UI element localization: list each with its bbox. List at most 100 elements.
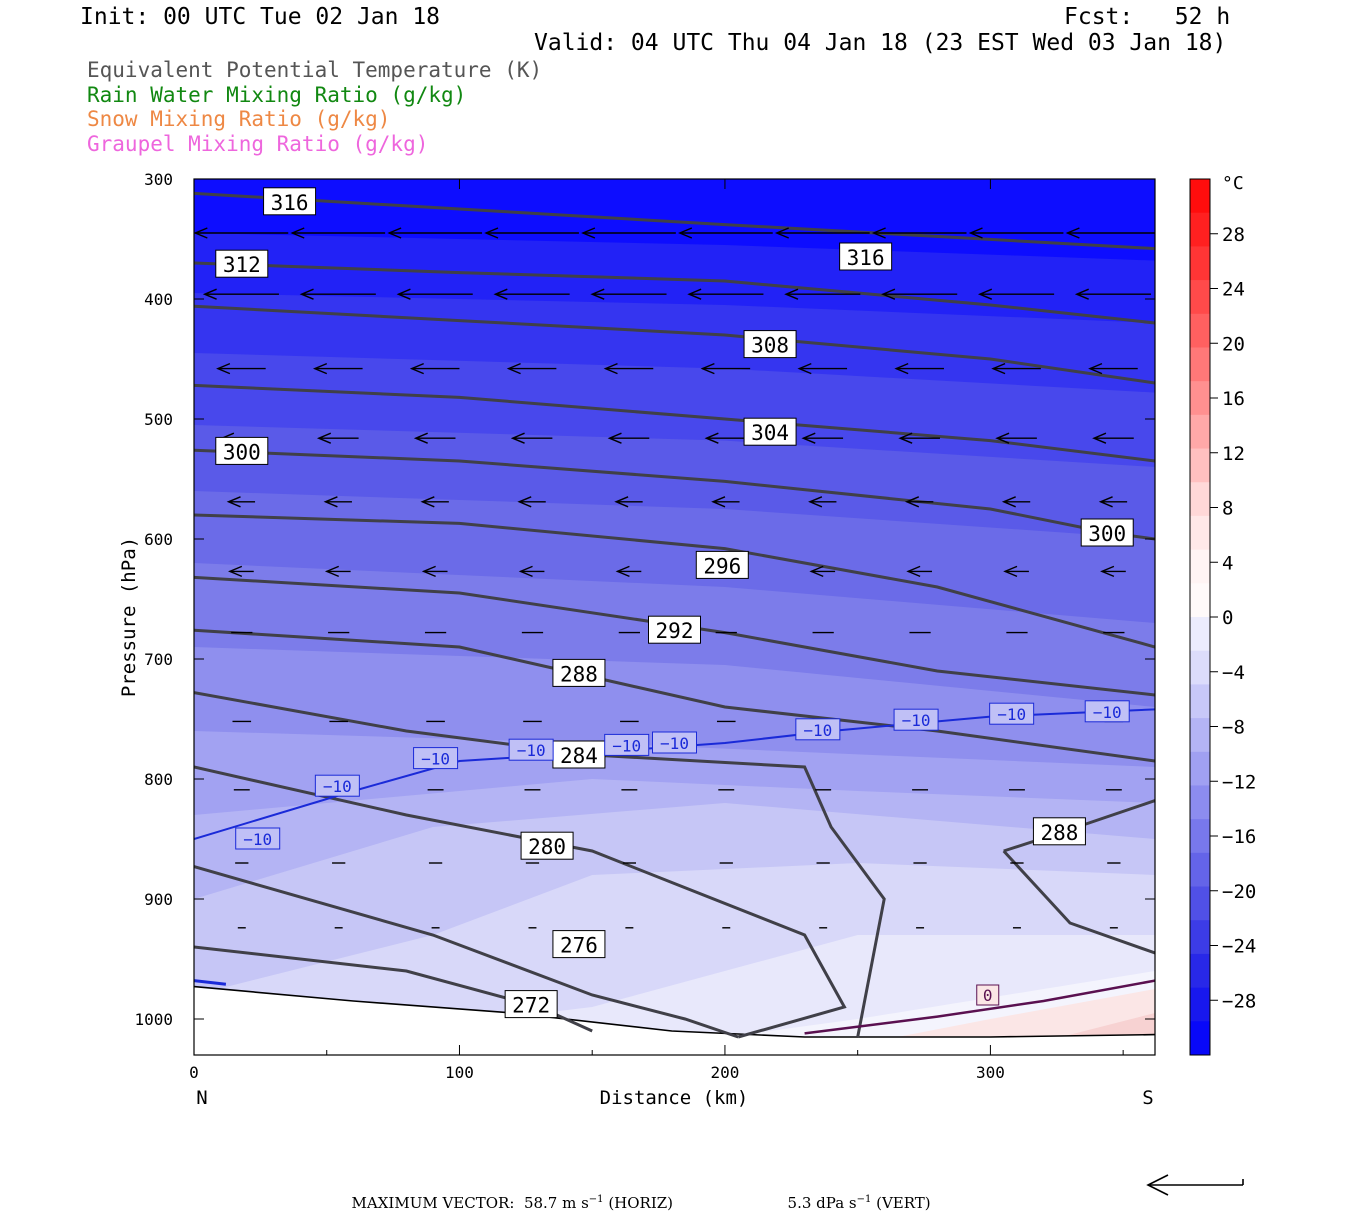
wind-vector-head [413, 432, 428, 444]
wind-vector-head [324, 565, 340, 578]
y-tick-label: 500 [144, 410, 173, 429]
init-time: Init: 00 UTC Tue 02 Jan 18 [80, 4, 441, 30]
theta-e-label: 276 [560, 934, 598, 958]
legend-snow: Snow Mixing Ratio (g/kg) [87, 107, 391, 131]
theta-e-label: 296 [703, 554, 741, 578]
isotherm-label-box [1084, 700, 1130, 723]
colorbar-segment [1190, 684, 1210, 719]
theta-e-label: 288 [1040, 821, 1078, 845]
colorbar-segment [1190, 280, 1210, 315]
wind-vector-head [510, 432, 525, 444]
x-tick-label: 200 [710, 1063, 739, 1082]
theta-e-label: 308 [751, 334, 789, 358]
isotherm-label-box [652, 731, 697, 754]
theta-e-contour [194, 865, 739, 1039]
isotherm-zero-label: 0 [983, 986, 993, 1005]
max-vector-prefix: MAXIMUM VECTOR: [351, 1194, 515, 1212]
legend-theta-e: Equivalent Potential Temperature (K) [87, 58, 543, 82]
isotherm-label-box [795, 718, 841, 741]
isotherm-label: −10 [323, 777, 352, 796]
y-tick-label: 300 [144, 170, 173, 189]
isotherm-label: −10 [660, 734, 689, 753]
theta-e-contour [194, 261, 1155, 325]
theta-e-label-box [263, 187, 317, 216]
colorbar-segment [1190, 482, 1210, 517]
colorbar-segment [1190, 414, 1210, 450]
isotherm-zero [804, 979, 1155, 1035]
colorbar-segment [1190, 852, 1210, 888]
theta-e-label-box [648, 615, 701, 644]
colorbar-segment [1190, 1021, 1210, 1056]
max-vector-note: MAXIMUM VECTOR: 58.7 m s−1 (HORIZ) [342, 1176, 674, 1212]
colorbar-segment [1190, 987, 1210, 1022]
colorbar-tick-label: −24 [1222, 936, 1256, 958]
wind-vector-head [809, 565, 824, 578]
theta-e-contour [194, 945, 593, 1033]
y-tick-label: 400 [144, 290, 173, 309]
wind-vector-head [387, 227, 402, 239]
wind-vector-head [1074, 288, 1089, 300]
wind-vector-head [421, 565, 436, 578]
colorbar-tick-label: −16 [1222, 826, 1256, 848]
wind-vector-head [784, 288, 799, 300]
wind-vector-head [517, 496, 532, 508]
theta-e-contour [194, 513, 1155, 649]
wind-vector-head [316, 432, 332, 444]
colorbar-tick-label: −20 [1222, 881, 1256, 903]
wind-vector-head [228, 565, 243, 578]
theta-e-label-box [552, 930, 606, 959]
reference-vector-arrow [1146, 1174, 1244, 1196]
wind-vector-head [977, 288, 993, 300]
theta-e-label-box [552, 658, 606, 687]
isotherm-label-box [314, 774, 360, 797]
x-tick-label: 300 [976, 1063, 1005, 1082]
plot-frame [193, 178, 1156, 1056]
wind-vector-head [906, 565, 921, 578]
colorbar-tick-label: −28 [1222, 990, 1256, 1012]
x-tick-label: 0 [189, 1063, 199, 1082]
isotherm-minus10-surface [194, 979, 227, 986]
wind-vector-head [700, 362, 715, 375]
theta-e-label: 316 [847, 246, 885, 270]
wind-vector-head [420, 496, 435, 508]
colorbar-tick-label: 0 [1222, 607, 1233, 629]
colorbar-tick-label: 12 [1222, 443, 1245, 465]
wind-vector-head [607, 432, 622, 444]
theta-e-label-box [743, 417, 797, 446]
wind-vector-head [226, 496, 241, 508]
wind-vector-head [871, 227, 886, 239]
wind-vector-head [881, 288, 896, 300]
wind-vector-head [894, 362, 909, 375]
wind-vector-head [995, 432, 1010, 444]
wind-vector-head [581, 227, 596, 239]
wind-vector-head [614, 496, 629, 508]
wind-vector-head [299, 288, 314, 300]
wind-vector-head [1088, 362, 1103, 375]
colorbar-tick-label: −8 [1222, 717, 1245, 739]
wind-vector-head [801, 432, 816, 444]
isotherm-label-box [989, 702, 1035, 725]
colorbar-segment [1190, 515, 1210, 551]
colorbar-segment [1190, 583, 1210, 618]
wind-vector-head [677, 227, 693, 239]
colorbar-tick-label: −12 [1222, 771, 1256, 793]
colorbar-tick-label: 4 [1222, 552, 1233, 574]
isotherm-label: −10 [997, 705, 1026, 724]
theta-e-contour [194, 304, 1155, 385]
y-tick-label: 700 [144, 650, 173, 669]
wind-vector-head [323, 496, 338, 508]
colorbar-segment [1190, 785, 1210, 820]
colorbar-segment [1190, 549, 1210, 584]
wind-vector-head [711, 496, 726, 508]
wind-vector-head [396, 288, 411, 300]
theta-e-contour [1002, 849, 1155, 955]
isotherm-label-box [893, 708, 939, 731]
colorbar-tick-label: 28 [1222, 224, 1245, 246]
terrain-line [194, 985, 1155, 1038]
wind-vector-head [991, 362, 1006, 375]
isotherm-label: −10 [1093, 703, 1122, 722]
colorbar-segment [1190, 617, 1210, 652]
colorbar-tick-label: 20 [1222, 333, 1245, 355]
max-vector-vert: 5.3 dPa s−1 (VERT) [787, 1194, 931, 1212]
colorbar-tick-label: 16 [1222, 388, 1245, 410]
